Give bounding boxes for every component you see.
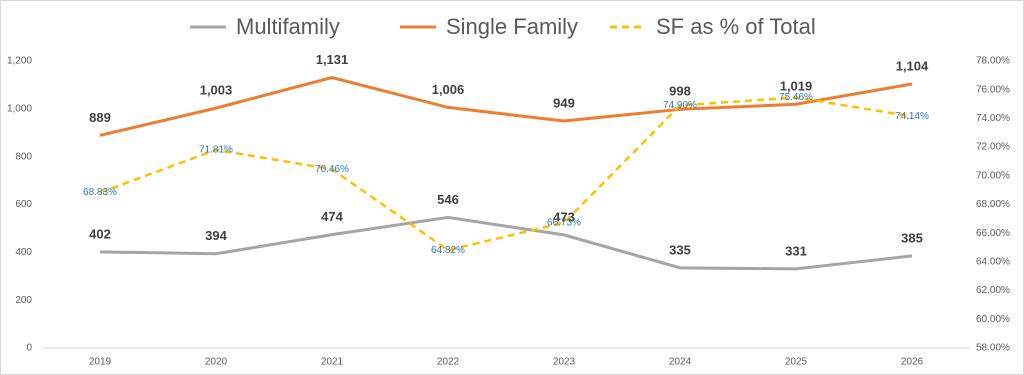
x-tick-label: 2021 (321, 357, 344, 368)
data-label: 998 (669, 84, 691, 99)
y2-tick-label: 58.00% (976, 343, 1010, 354)
y2-tick-label: 76.00% (976, 84, 1010, 95)
data-label: 402 (89, 226, 111, 241)
y2-tick-label: 60.00% (976, 314, 1010, 325)
y2-tick-label: 62.00% (976, 285, 1010, 296)
y2-tick-label: 70.00% (976, 170, 1010, 181)
legend-label: Single Family (446, 14, 578, 39)
data-label: 335 (669, 242, 691, 257)
x-tick-label: 2020 (205, 357, 228, 368)
y2-tick-label: 64.00% (976, 257, 1010, 268)
series-line (99, 75, 913, 137)
data-label: 1,006 (432, 82, 465, 97)
data-label: 331 (785, 243, 807, 258)
x-tick-label: 2022 (437, 357, 460, 368)
x-tick-label: 2026 (901, 357, 924, 368)
data-label: 546 (437, 192, 459, 207)
y-tick-label: 800 (15, 151, 32, 162)
data-label: 74.90% (663, 100, 697, 111)
y-tick-label: 1,200 (7, 56, 32, 67)
legend-label: Multifamily (236, 14, 340, 39)
data-label: 64.82% (431, 245, 465, 256)
data-label: 1,019 (780, 79, 813, 94)
data-label: 1,131 (316, 52, 349, 67)
y2-tick-label: 78.00% (976, 56, 1010, 67)
y2-tick-label: 72.00% (976, 142, 1010, 153)
data-label: 68.83% (83, 187, 117, 198)
data-label: 889 (89, 110, 111, 125)
x-tick-label: 2023 (553, 357, 576, 368)
y-tick-label: 200 (15, 295, 32, 306)
data-label: 385 (901, 230, 923, 245)
data-label: 66.73% (547, 217, 581, 228)
y-tick-label: 1,000 (7, 103, 32, 114)
data-label: 474 (321, 209, 343, 224)
data-label: 473 (553, 209, 575, 224)
y2-tick-label: 68.00% (976, 199, 1010, 210)
y2-tick-label: 66.00% (976, 228, 1010, 239)
data-label: 71.81% (199, 144, 233, 155)
legend-label: SF as % of Total (656, 14, 816, 39)
x-tick-label: 2024 (669, 357, 692, 368)
y-tick-label: 600 (15, 199, 32, 210)
data-label: 949 (553, 95, 575, 110)
data-label: 1,003 (200, 83, 233, 98)
y2-tick-label: 74.00% (976, 113, 1010, 124)
y-tick-label: 0 (26, 343, 32, 354)
x-tick-label: 2019 (89, 357, 112, 368)
data-label: 75.46% (779, 92, 813, 103)
y-tick-label: 400 (15, 247, 32, 258)
data-label: 394 (205, 228, 227, 243)
data-label: 1,104 (896, 58, 929, 73)
data-label: 70.46% (315, 164, 349, 175)
series-line (99, 215, 913, 271)
data-label: 74.14% (895, 111, 929, 122)
x-tick-label: 2025 (785, 357, 808, 368)
